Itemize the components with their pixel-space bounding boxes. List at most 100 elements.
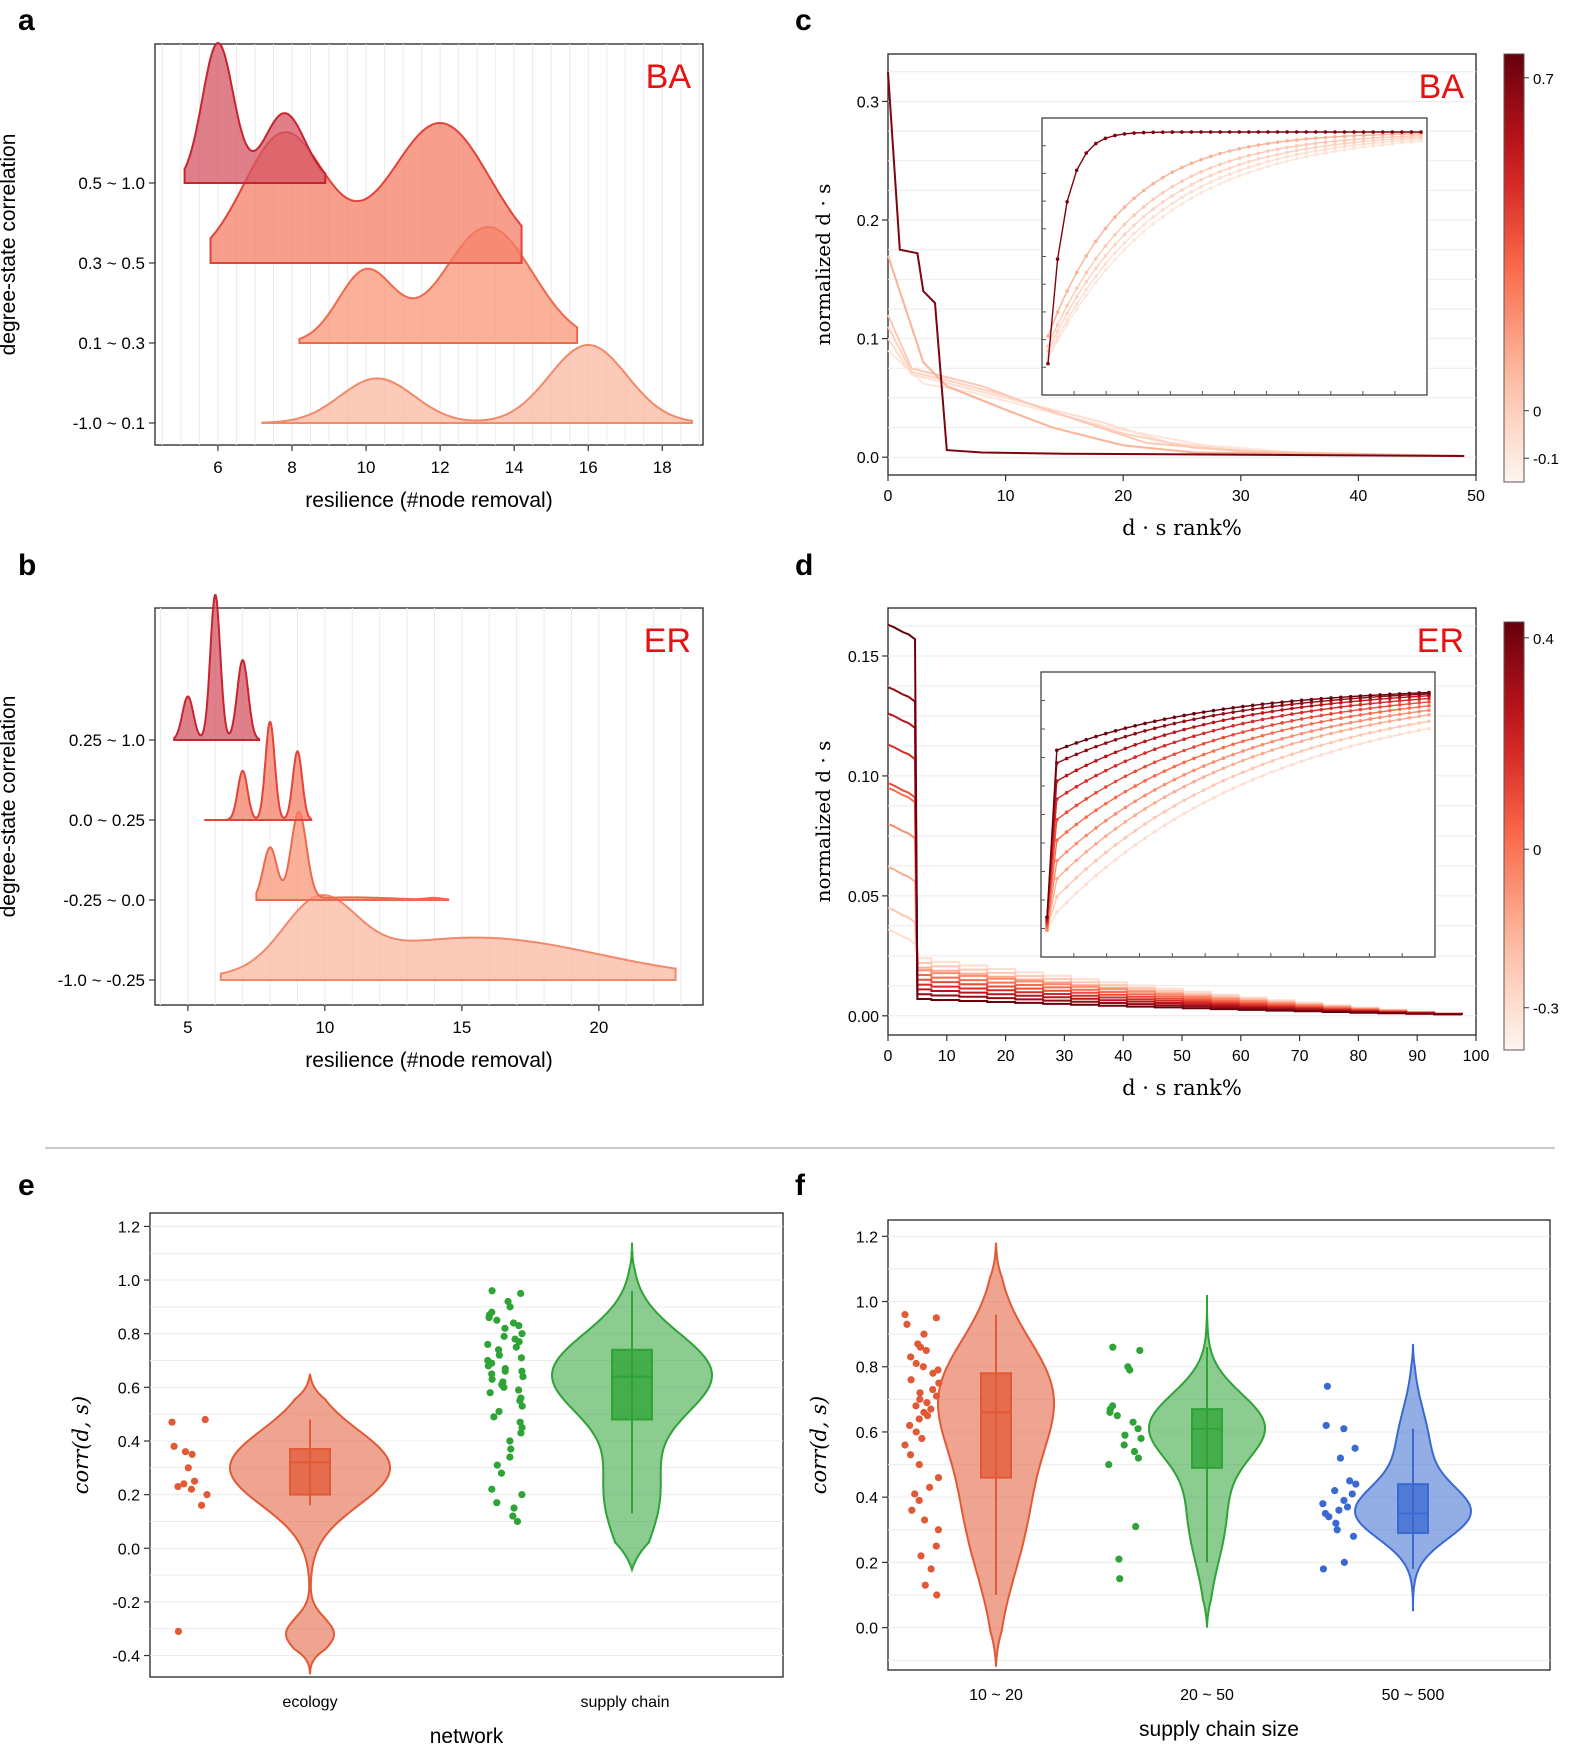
panel-letter-d: d xyxy=(795,549,813,582)
inset-marker xyxy=(1182,737,1186,742)
inset-marker xyxy=(1380,143,1385,147)
inset-curve xyxy=(1047,131,1421,364)
inset-marker xyxy=(1304,151,1309,155)
inset-marker xyxy=(1371,136,1375,140)
network-tag: ER xyxy=(644,622,691,660)
data-point xyxy=(184,1464,192,1472)
inset-marker xyxy=(1342,130,1347,134)
inset-marker xyxy=(1299,701,1304,706)
inset-marker xyxy=(1397,717,1402,722)
inset-marker xyxy=(1329,696,1333,700)
inset-marker xyxy=(1182,811,1186,816)
inset-marker xyxy=(1309,709,1314,713)
inset-marker xyxy=(1285,139,1289,143)
inset-marker xyxy=(1180,165,1184,170)
inset-marker xyxy=(1270,759,1275,763)
data-point xyxy=(1130,1447,1139,1456)
inset-marker xyxy=(1342,134,1347,139)
colorbar-tick-label: -0.3 xyxy=(1533,1001,1559,1018)
data-point xyxy=(518,1402,526,1410)
inset-marker xyxy=(1170,130,1175,134)
inset-marker xyxy=(1266,159,1270,164)
inset-marker xyxy=(1094,141,1098,146)
inset-marker xyxy=(1151,222,1156,226)
inset-marker xyxy=(1122,205,1127,209)
inset-marker xyxy=(1280,713,1284,718)
inset-marker xyxy=(1064,810,1069,815)
inset-marker xyxy=(1260,751,1265,756)
inset-marker xyxy=(1247,170,1251,175)
inset-marker xyxy=(1290,712,1294,716)
data-point xyxy=(1340,1425,1348,1433)
y-tick-label: 0.0 xyxy=(856,1621,878,1638)
x-tick-label: 40 xyxy=(1114,1048,1132,1065)
data-point xyxy=(932,1314,940,1322)
inset-marker xyxy=(1380,130,1385,134)
inset-curve xyxy=(1046,709,1430,931)
data-point xyxy=(1134,1454,1143,1462)
inset-marker xyxy=(1260,706,1265,710)
inset-marker xyxy=(1250,736,1255,741)
inset-marker xyxy=(1378,721,1382,725)
x-axis-label: network xyxy=(430,1725,504,1748)
data-point xyxy=(519,1373,527,1381)
inset-marker xyxy=(1192,768,1196,773)
inset-marker xyxy=(1299,739,1304,744)
inset-marker xyxy=(1065,318,1069,322)
inset-curve xyxy=(1046,697,1430,923)
inset-marker xyxy=(1427,696,1431,701)
inset-marker xyxy=(1231,710,1235,714)
panel-c: 0 10 20 30 40 50 0.0 0.1 0.2 0.3 d · s rank% normal… xyxy=(811,53,1559,540)
inset-marker xyxy=(1094,759,1098,763)
inset-marker xyxy=(1103,741,1108,745)
inset-marker xyxy=(1046,334,1050,338)
inset-marker xyxy=(1208,186,1213,191)
inset-marker xyxy=(1371,144,1375,148)
inset-marker xyxy=(1152,788,1157,792)
inset-marker xyxy=(1143,779,1147,783)
inset-marker xyxy=(1123,726,1128,731)
inset-marker xyxy=(1260,773,1265,778)
y-tick-label: 0.2 xyxy=(856,1555,878,1572)
inset-marker xyxy=(1319,696,1324,701)
inset-marker xyxy=(1397,724,1402,729)
data-point xyxy=(518,1423,526,1432)
inset-marker xyxy=(1270,704,1275,709)
inset-marker xyxy=(1378,737,1382,741)
group-ecology: ecology xyxy=(168,1373,391,1711)
inset-marker xyxy=(1329,712,1333,716)
data-point xyxy=(518,1491,526,1499)
inset-marker xyxy=(1152,736,1157,740)
inset-marker xyxy=(1378,715,1382,720)
inset xyxy=(1040,671,1436,958)
inset-marker xyxy=(1172,715,1177,720)
inset-marker xyxy=(1192,734,1196,739)
x-tick-label: 20 xyxy=(997,1048,1015,1065)
inset-marker xyxy=(1192,806,1196,810)
inset-marker xyxy=(1378,710,1382,714)
inset-marker xyxy=(1266,149,1270,153)
inset-marker xyxy=(1397,707,1402,712)
inset-marker xyxy=(1329,750,1333,754)
inset-marker xyxy=(1192,725,1196,729)
inset-marker xyxy=(1247,160,1251,164)
data-point xyxy=(901,1310,909,1319)
inset-marker xyxy=(1055,310,1060,314)
inset-marker xyxy=(1199,170,1203,174)
inset-marker xyxy=(1074,294,1079,299)
y-tick-label: 1.0 xyxy=(118,1273,140,1290)
inset-marker xyxy=(1162,795,1167,800)
inset-marker xyxy=(1189,174,1194,179)
inset-marker xyxy=(1113,729,1118,733)
inset-marker xyxy=(1380,135,1385,140)
inset-marker xyxy=(1241,721,1245,726)
inset-marker xyxy=(1285,130,1289,134)
inset-curve xyxy=(1046,705,1430,928)
inset-marker xyxy=(1133,755,1137,759)
data-point xyxy=(929,1369,937,1377)
inset-marker xyxy=(1371,133,1375,137)
inset-marker xyxy=(1199,130,1203,134)
inset-marker xyxy=(1162,743,1167,748)
inset-marker xyxy=(1368,701,1373,706)
inset-marker xyxy=(1417,705,1422,709)
